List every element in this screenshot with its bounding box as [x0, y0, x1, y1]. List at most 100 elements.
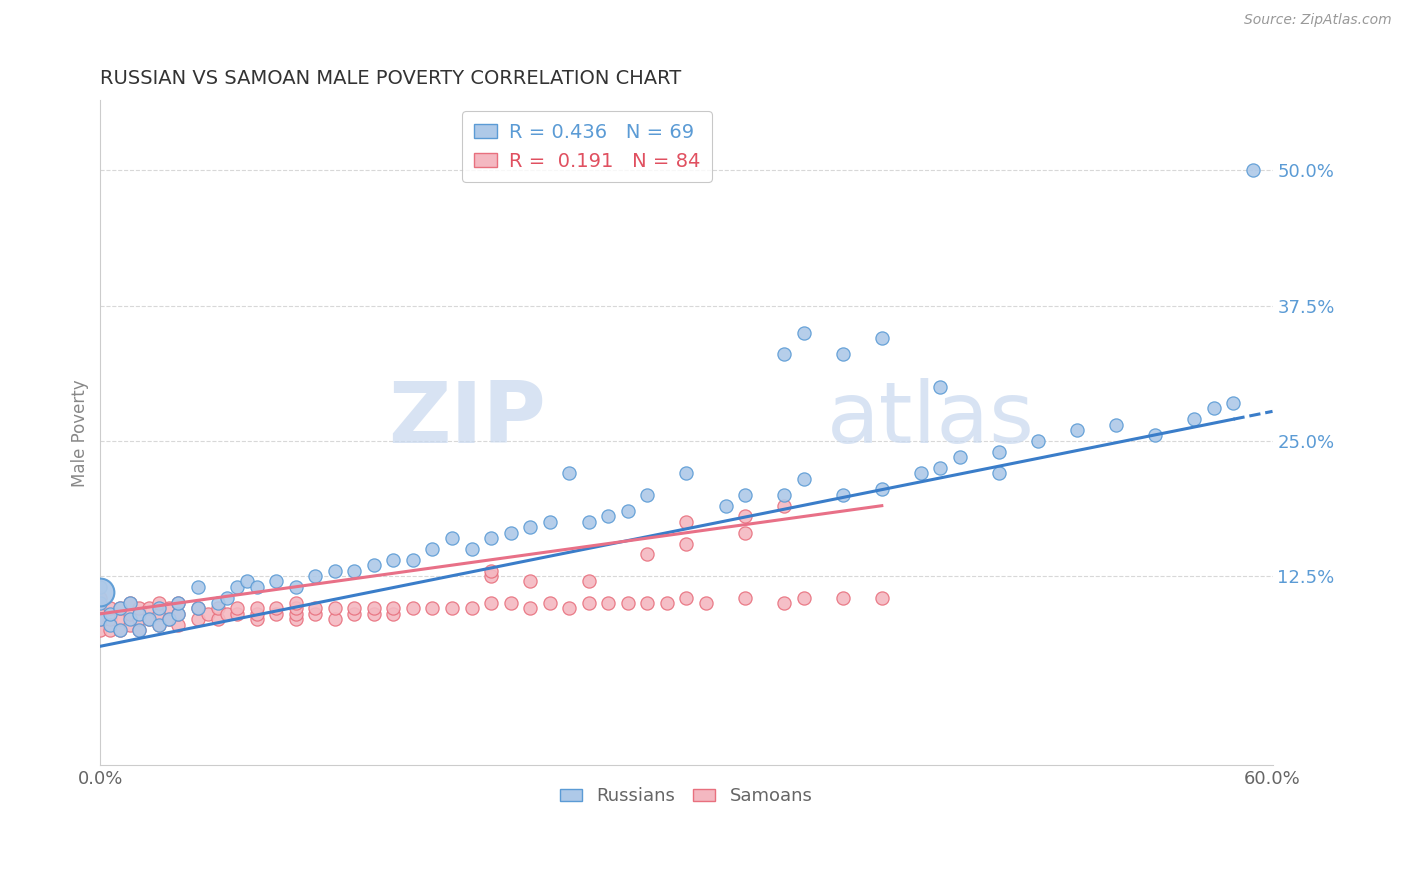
Point [1105, 417, 1128, 432]
Point [363, 607, 385, 621]
Point [636, 547, 658, 561]
Point [157, 612, 180, 626]
Legend: Russians, Samoans: Russians, Samoans [553, 780, 820, 813]
Point [1144, 428, 1167, 442]
Point [793, 591, 815, 605]
Point [187, 601, 209, 615]
Point [323, 601, 346, 615]
Text: ZIP: ZIP [388, 378, 546, 461]
Point [89, 585, 111, 599]
Point [422, 601, 444, 615]
Point [118, 617, 141, 632]
Point [460, 601, 482, 615]
Point [558, 601, 581, 615]
Point [187, 580, 209, 594]
Point [675, 591, 697, 605]
Point [479, 596, 502, 610]
Point [108, 601, 131, 615]
Point [118, 596, 141, 610]
Point [499, 525, 522, 540]
Point [363, 558, 385, 573]
Point [304, 601, 326, 615]
Point [148, 617, 170, 632]
Point [118, 596, 141, 610]
Point [217, 607, 239, 621]
Point [89, 591, 111, 605]
Point [519, 520, 541, 534]
Point [284, 596, 307, 610]
Point [831, 591, 853, 605]
Point [246, 612, 269, 626]
Point [343, 564, 366, 578]
Point [558, 467, 581, 481]
Point [138, 612, 160, 626]
Point [1182, 412, 1205, 426]
Point [167, 596, 190, 610]
Point [636, 488, 658, 502]
Point [519, 601, 541, 615]
Text: Source: ZipAtlas.com: Source: ZipAtlas.com [1244, 13, 1392, 28]
Point [773, 596, 796, 610]
Point [89, 580, 111, 594]
Point [988, 467, 1011, 481]
Point [284, 580, 307, 594]
Point [236, 574, 259, 589]
Point [217, 591, 239, 605]
Point [870, 331, 893, 345]
Point [675, 467, 697, 481]
Point [284, 601, 307, 615]
Point [1066, 423, 1088, 437]
Point [675, 515, 697, 529]
Point [148, 596, 170, 610]
Point [246, 580, 269, 594]
Point [949, 450, 972, 464]
Point [929, 380, 952, 394]
Point [128, 623, 150, 637]
Y-axis label: Male Poverty: Male Poverty [72, 379, 89, 486]
Point [264, 601, 287, 615]
Point [108, 623, 131, 637]
Point [284, 607, 307, 621]
Text: atlas: atlas [827, 378, 1035, 461]
Point [207, 612, 229, 626]
Point [870, 483, 893, 497]
Point [831, 488, 853, 502]
Point [479, 531, 502, 545]
Point [226, 607, 249, 621]
Point [617, 504, 640, 518]
Point [187, 612, 209, 626]
Point [578, 574, 600, 589]
Point [89, 612, 111, 626]
Point [598, 509, 620, 524]
Point [793, 472, 815, 486]
Point [98, 623, 121, 637]
Point [323, 564, 346, 578]
Point [636, 596, 658, 610]
Point [499, 596, 522, 610]
Point [138, 601, 160, 615]
Point [538, 596, 561, 610]
Point [929, 460, 952, 475]
Point [89, 596, 111, 610]
Point [128, 623, 150, 637]
Point [617, 596, 640, 610]
Point [479, 564, 502, 578]
Point [226, 601, 249, 615]
Point [108, 612, 131, 626]
Point [440, 601, 463, 615]
Point [538, 515, 561, 529]
Point [675, 536, 697, 550]
Point [734, 509, 756, 524]
Point [207, 601, 229, 615]
Point [197, 607, 219, 621]
Point [187, 601, 209, 615]
Point [167, 607, 190, 621]
Point [910, 467, 932, 481]
Point [773, 347, 796, 361]
Point [1222, 396, 1244, 410]
Point [89, 623, 111, 637]
Point [343, 607, 366, 621]
Point [363, 601, 385, 615]
Point [246, 607, 269, 621]
Point [578, 596, 600, 610]
